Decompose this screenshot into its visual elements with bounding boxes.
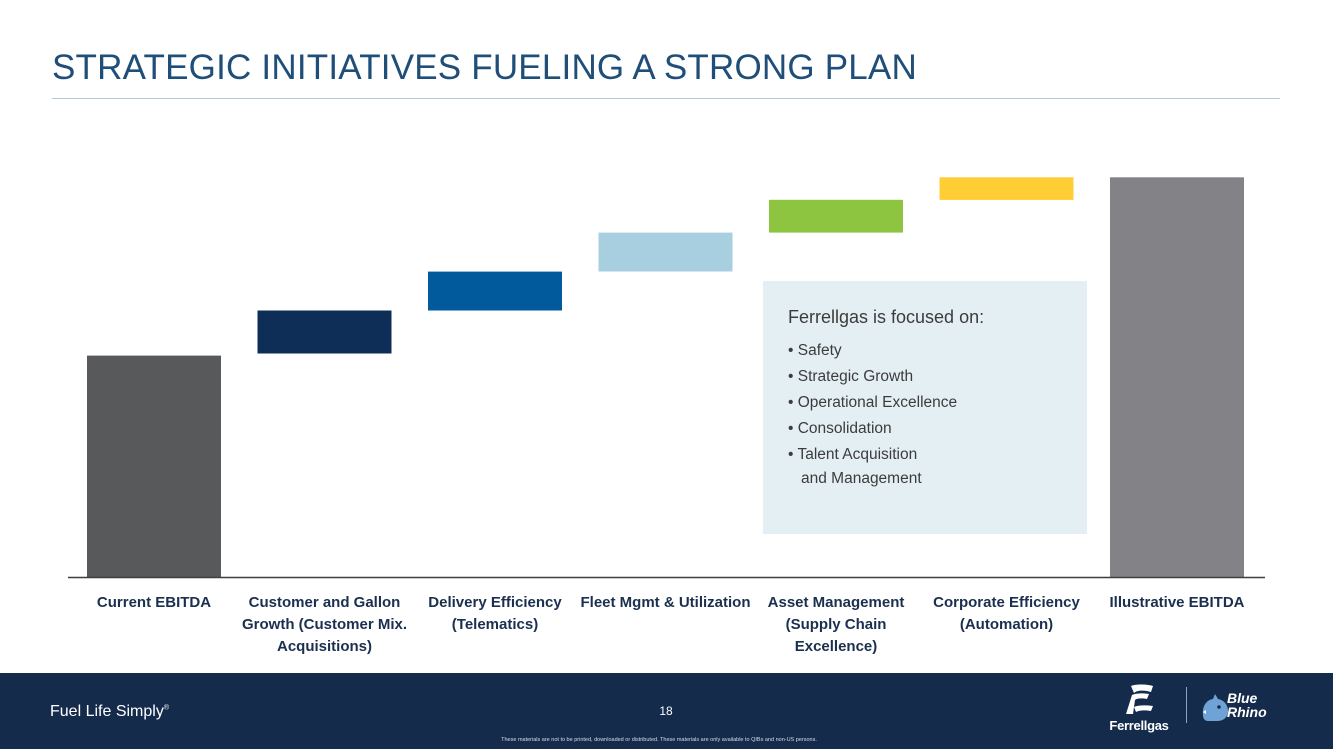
x-tick-label: Delivery Efficiency (Telematics)	[428, 594, 562, 633]
x-tick-label: Illustrative EBITDA	[1109, 594, 1245, 611]
focus-heading: Ferrellgas is focused on:	[788, 307, 985, 327]
x-tick-label: Fleet Mgmt & Utilization	[580, 594, 751, 611]
increment-bar	[939, 177, 1074, 200]
ferrellgas-flame-icon	[1126, 684, 1153, 714]
title-divider	[52, 98, 1280, 99]
focus-box: Ferrellgas is focused on: • Safety • Str…	[763, 281, 1087, 534]
increment-bar	[598, 232, 733, 272]
increment-bar	[257, 310, 392, 354]
footer-bar: Fuel Life Simply® 18 These materials are…	[0, 673, 1333, 749]
rhino-icon	[1202, 694, 1228, 721]
slide-title: STRATEGIC INITIATIVES FUELING A STRONG P…	[52, 48, 917, 87]
ferrellgas-wordmark: Ferrellgas	[1109, 718, 1169, 733]
waterfall-chart	[68, 177, 1265, 579]
focus-item: • Consolidation	[788, 420, 892, 437]
total-bar	[1110, 177, 1244, 578]
focus-item: • Strategic Growth	[788, 368, 914, 385]
blue-rhino-logo: Blue Rhino	[1200, 689, 1290, 729]
registered-mark: ®	[163, 704, 169, 712]
page-number: 18	[659, 704, 673, 718]
focus-item: • Safety	[788, 342, 842, 359]
total-bar	[87, 355, 221, 577]
rhino-word-rhino: Rhino	[1227, 704, 1267, 720]
disclaimer-text: These materials are not to be printed, d…	[501, 737, 817, 743]
x-tick-label: Corporate Efficiency (Automation)	[933, 594, 1080, 633]
rhino-word-blue: Blue	[1227, 690, 1258, 706]
x-tick-label: Customer and Gallon Growth (Customer Mix…	[241, 594, 407, 655]
tagline-text: Fuel Life Simply	[50, 703, 164, 720]
x-tick-label: Current EBITDA	[96, 594, 212, 611]
focus-item: • Operational Excellence	[788, 394, 958, 411]
ferrellgas-logo: Ferrellgas	[1104, 683, 1174, 743]
x-tick-label: Asset Management (Supply Chain Excellenc…	[767, 594, 905, 655]
increment-bar	[769, 199, 903, 233]
logo-divider	[1186, 687, 1187, 723]
footer-tagline: Fuel Life Simply®	[50, 703, 169, 721]
focus-list: • Safety • Strategic Growth • Operationa…	[788, 339, 1063, 491]
increment-bar	[428, 271, 562, 311]
focus-item: • Talent Acquisition and Management	[788, 446, 922, 487]
